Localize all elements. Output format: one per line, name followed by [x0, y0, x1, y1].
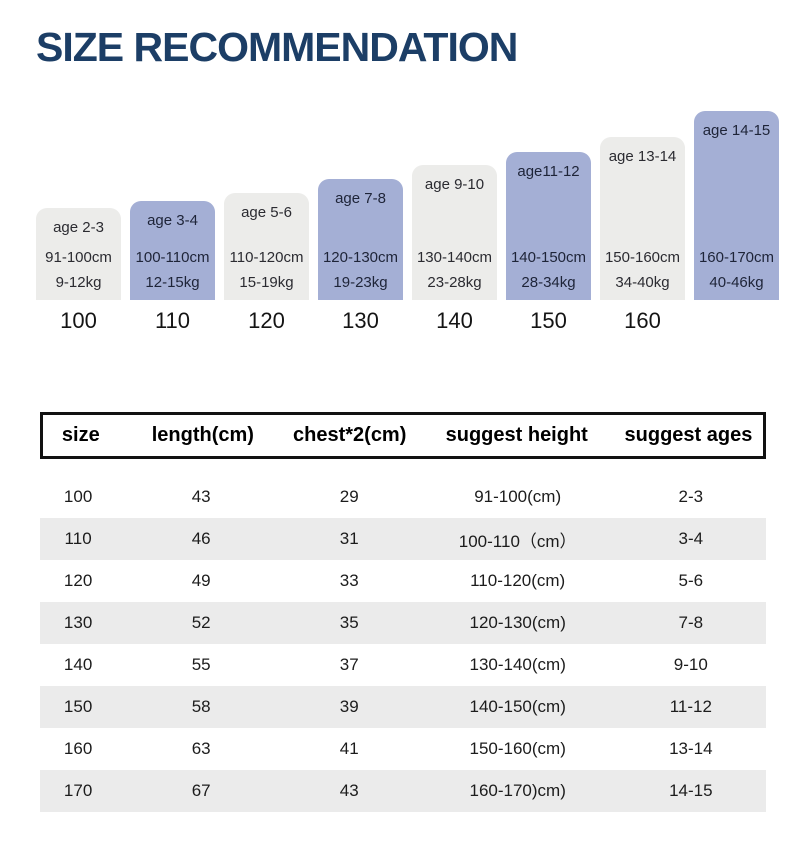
table-cell: 5-6 — [678, 571, 704, 590]
table-cell: 100-110（cm） — [458, 531, 577, 551]
size-bar: age 14-15 160-170cm 40-46kg — [694, 111, 779, 300]
table-cell: 2-3 — [678, 487, 704, 506]
table-header-cell: suggest height — [445, 424, 588, 446]
bar-weight-label: 19-23kg — [333, 274, 388, 291]
table-header-cell: suggest ages — [624, 424, 753, 446]
table-row: 110 46 31 100-110（cm） 3-4 — [40, 518, 766, 560]
table-cell: 130-140(cm) — [469, 655, 566, 674]
size-axis-label: 120 — [248, 308, 285, 333]
table-row: 160 63 41 150-160(cm) 13-14 — [40, 728, 766, 770]
bar-age-label: age 2-3 — [53, 219, 104, 236]
table-cell: 110-120(cm) — [470, 571, 566, 590]
table-cell: 39 — [339, 697, 359, 716]
size-axis-label — [694, 308, 779, 334]
size-bar: age 13-14 150-160cm 34-40kg — [600, 137, 685, 300]
table-cell: 160 — [63, 739, 93, 758]
size-bar: age 5-6 110-120cm 15-19kg — [224, 193, 309, 300]
bar-weight-label: 23-28kg — [427, 274, 482, 291]
bar-age-label: age 14-15 — [702, 122, 771, 139]
table-cell: 14-15 — [669, 781, 713, 800]
bar-age-label: age 13-14 — [608, 148, 677, 165]
table-header: size length(cm) chest*2(cm) suggest heig… — [40, 412, 766, 459]
table-cell: 100 — [63, 487, 93, 506]
page-title: SIZE RECOMMENDATION — [36, 24, 518, 70]
bar-weight-label: 28-34kg — [521, 274, 576, 291]
size-bar: age 7-8 120-130cm 19-23kg — [318, 179, 403, 300]
table-cell: 55 — [191, 655, 211, 674]
bar-height-label: 91-100cm — [45, 249, 112, 266]
table-cell: 29 — [339, 487, 359, 506]
size-bar: age11-12 140-150cm 28-34kg — [506, 152, 591, 300]
bar-age-label: age 7-8 — [335, 190, 386, 207]
table-cell: 13-14 — [669, 739, 713, 758]
table-cell: 110 — [64, 529, 92, 548]
bar-weight-label: 34-40kg — [615, 274, 670, 291]
bar-height-label: 120-130cm — [322, 249, 399, 266]
bar-height-label: 160-170cm — [698, 249, 775, 266]
bar-age-label: age 5-6 — [241, 204, 292, 221]
table-cell: 120 — [63, 571, 93, 590]
table-row: 140 55 37 130-140(cm) 9-10 — [40, 644, 766, 686]
table-header-cell: length(cm) — [151, 424, 254, 446]
bar-age-label: age 3-4 — [147, 212, 198, 229]
table-row: 170 67 43 160-170)cm) 14-15 — [40, 770, 766, 812]
size-bar-chart: age 2-3 91-100cm 9-12kg age 3-4 100-110c… — [0, 111, 800, 300]
table-cell: 3-4 — [678, 529, 704, 548]
size-bar: age 3-4 100-110cm 12-15kg — [130, 201, 215, 300]
table-row: 130 52 35 120-130(cm) 7-8 — [40, 602, 766, 644]
table-cell: 140 — [63, 655, 93, 674]
table-body: 100 43 29 91-100(cm) 2-3 110 46 31 100-1… — [40, 476, 766, 812]
table-header-cell: chest*2(cm) — [293, 424, 407, 446]
bar-age-label: age 9-10 — [424, 176, 485, 193]
table-cell: 43 — [191, 487, 211, 506]
table-cell: 52 — [191, 613, 211, 632]
table-row: 150 58 39 140-150(cm) 11-12 — [40, 686, 766, 728]
bar-height-label: 130-140cm — [416, 249, 493, 266]
bar-age-label: age11-12 — [517, 163, 580, 180]
table-cell: 7-8 — [678, 613, 704, 632]
table-cell: 170 — [63, 781, 93, 800]
size-axis-label: 100 — [60, 308, 97, 333]
size-axis-label: 160 — [624, 308, 661, 333]
table-cell: 91-100(cm) — [474, 487, 562, 506]
table-cell: 150-160(cm) — [469, 739, 566, 758]
table-cell: 49 — [191, 571, 211, 590]
bar-weight-label: 9-12kg — [55, 274, 102, 291]
table-row: 120 49 33 110-120(cm) 5-6 — [40, 560, 766, 602]
table-cell: 58 — [191, 697, 211, 716]
table-cell: 67 — [191, 781, 211, 800]
table-cell: 150 — [63, 697, 93, 716]
table-cell: 120-130(cm) — [469, 613, 566, 632]
table-cell: 33 — [339, 571, 359, 590]
table-cell: 130 — [63, 613, 93, 632]
table-cell: 43 — [339, 781, 359, 800]
size-axis-label: 110 — [154, 308, 191, 333]
table-header-cell: size — [61, 424, 100, 446]
bar-weight-label: 15-19kg — [239, 274, 294, 291]
bar-height-label: 140-150cm — [510, 249, 587, 266]
table-cell: 140-150(cm) — [469, 697, 566, 716]
table-cell: 35 — [339, 613, 359, 632]
bar-height-label: 150-160cm — [604, 249, 681, 266]
size-axis-label: 150 — [530, 308, 567, 333]
table-cell: 160-170)cm) — [469, 781, 566, 800]
bar-weight-label: 12-15kg — [145, 274, 200, 291]
table-cell: 63 — [191, 739, 211, 758]
size-axis-labels: 100 110 120 130 140 150 160 — [0, 308, 800, 334]
bar-height-label: 100-110cm — [135, 249, 210, 266]
size-bar: age 2-3 91-100cm 9-12kg — [36, 208, 121, 300]
size-table: size length(cm) chest*2(cm) suggest heig… — [40, 412, 766, 812]
table-cell: 31 — [339, 529, 359, 548]
table-cell: 9-10 — [673, 655, 708, 674]
bar-height-label: 110-120cm — [229, 249, 304, 266]
size-axis-label: 140 — [436, 308, 473, 333]
table-cell: 41 — [339, 739, 359, 758]
table-cell: 37 — [339, 655, 359, 674]
table-row: 100 43 29 91-100(cm) 2-3 — [40, 476, 766, 518]
bar-weight-label: 40-46kg — [709, 274, 764, 291]
size-bar: age 9-10 130-140cm 23-28kg — [412, 165, 497, 300]
table-cell: 11-12 — [669, 697, 712, 716]
table-cell: 46 — [191, 529, 211, 548]
size-axis-label: 130 — [342, 308, 379, 333]
